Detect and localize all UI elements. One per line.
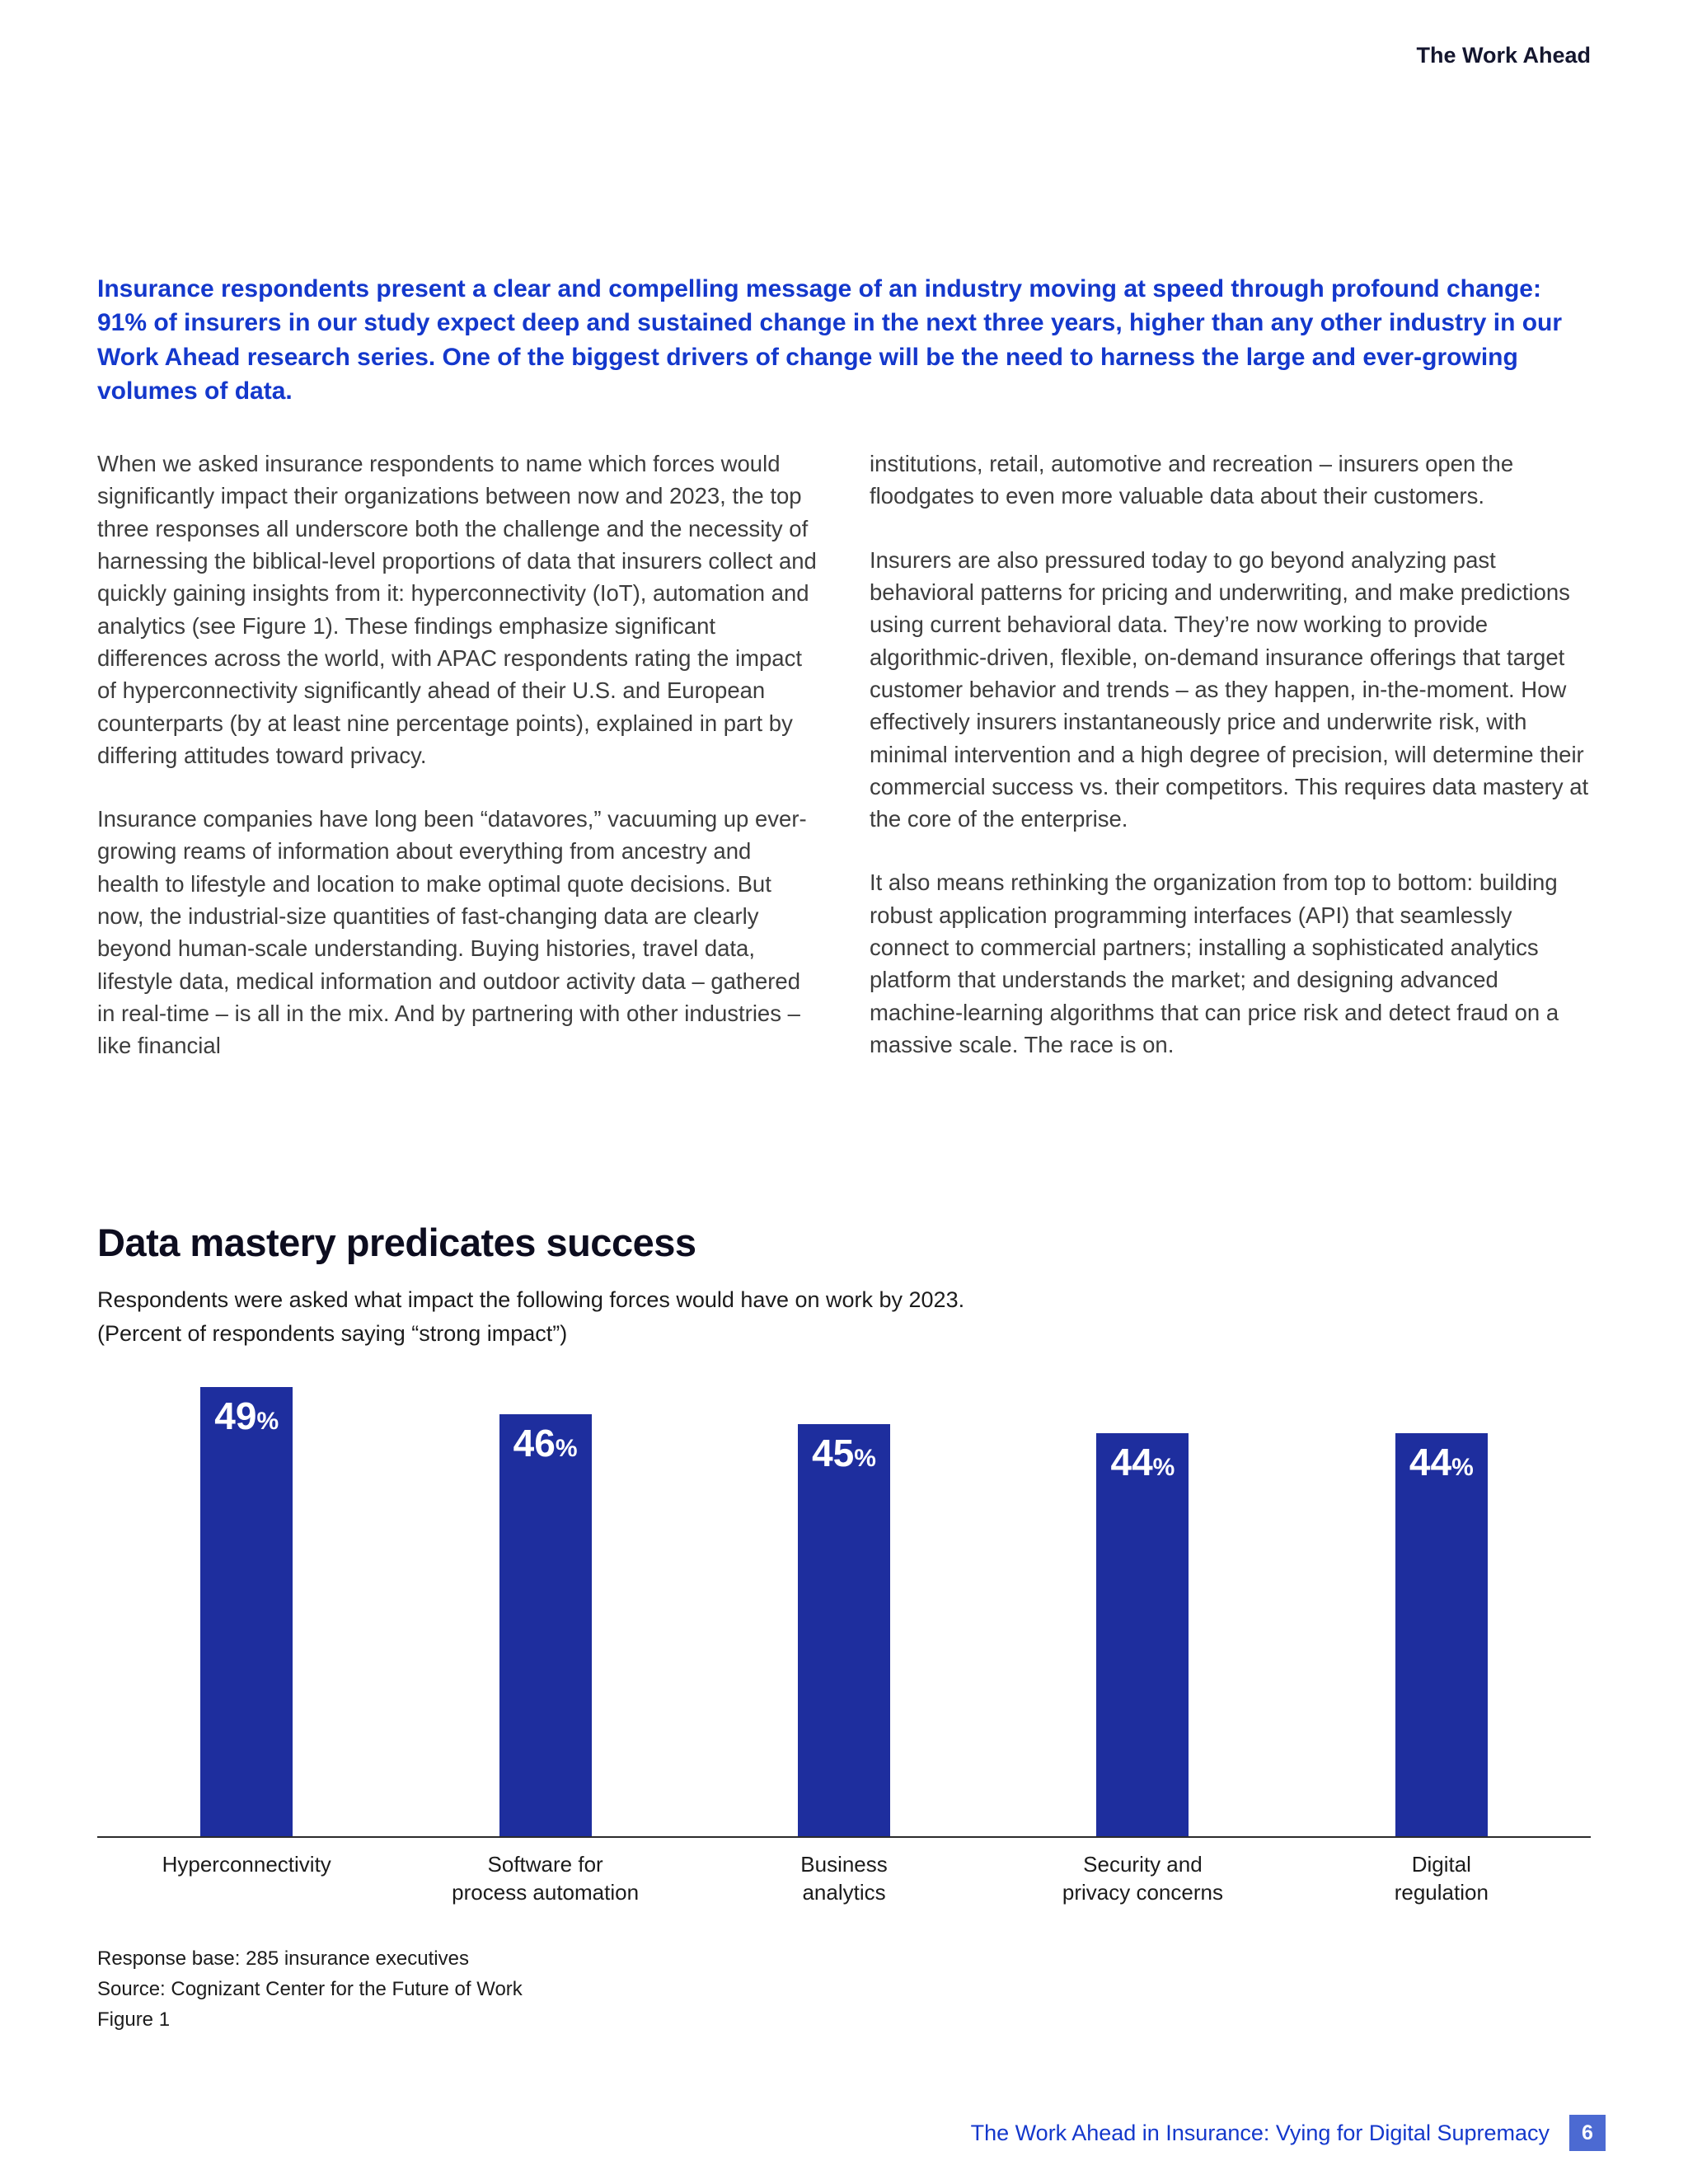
chart-plot: 49% 46% 45% 44% 44%: [97, 1378, 1591, 1838]
body-paragraph: Insurers are also pressured today to go …: [870, 546, 1589, 832]
bar-category-label: Security and privacy concerns: [1062, 1852, 1223, 1905]
bar-value-label: 46%: [513, 1422, 578, 1465]
bar-chart: 49% 46% 45% 44% 44% Hyperconnectivity Softwar…: [97, 1378, 1591, 1907]
figure-subtitle: Respondents were asked what impact the f…: [97, 1287, 965, 1346]
page-footer: The Work Ahead in Insurance: Vying for D…: [97, 2115, 1606, 2151]
bar-value-label: 45%: [812, 1431, 876, 1474]
footer-title: The Work Ahead in Insurance: Vying for D…: [970, 2120, 1550, 2145]
bar-column: 44%: [1292, 1378, 1591, 1836]
bar-column: 44%: [993, 1378, 1292, 1836]
body-paragraph: It also means rethinking the organizatio…: [870, 869, 1559, 1057]
figure-section: Data mastery predicates success Responde…: [97, 1220, 1591, 2035]
body-columns: When we asked insurance respondents to n…: [97, 448, 1591, 1094]
figure-number: Figure 1: [97, 2008, 171, 2031]
bar-value-label: 49%: [214, 1394, 279, 1438]
body-paragraph: Insurance companies have long been “data…: [97, 806, 807, 1059]
bar-value-label: 44%: [1409, 1440, 1474, 1483]
intro-paragraph: Insurance respondents present a clear an…: [97, 275, 1563, 405]
chart-labels: Hyperconnectivity Software for process au…: [97, 1851, 1591, 1907]
body-paragraph: institutions, retail, automotive and rec…: [870, 451, 1514, 509]
bar-category-label: Software for process automation: [452, 1852, 640, 1905]
bar-column: 45%: [695, 1378, 993, 1836]
bar-column: 46%: [396, 1378, 694, 1836]
response-base-note: Response base: 285 insurance executives: [97, 1947, 469, 1970]
figure-title: Data mastery predicates success: [97, 1221, 696, 1264]
running-header: The Work Ahead: [1416, 43, 1591, 68]
page-number-badge: 6: [1569, 2115, 1606, 2151]
figure-footnotes: Response base: 285 insurance executives …: [97, 1943, 1591, 2036]
bar-value-label: 44%: [1110, 1440, 1175, 1483]
bar-category-label: Hyperconnectivity: [162, 1852, 331, 1877]
bar-category-label: Business analytics: [800, 1852, 888, 1905]
source-note: Source: Cognizant Center for the Future …: [97, 1977, 523, 2000]
bar: 46%: [499, 1414, 592, 1836]
bar: 44%: [1395, 1432, 1488, 1836]
bar: 49%: [200, 1387, 293, 1836]
left-column: When we asked insurance respondents to n…: [97, 448, 818, 1094]
bar: 44%: [1096, 1432, 1189, 1836]
body-paragraph: When we asked insurance respondents to n…: [97, 451, 817, 768]
bar: 45%: [798, 1423, 891, 1836]
right-column: institutions, retail, automotive and rec…: [870, 448, 1591, 1094]
bar-category-label: Digital regulation: [1394, 1852, 1489, 1905]
bar-column: 49%: [97, 1378, 396, 1836]
